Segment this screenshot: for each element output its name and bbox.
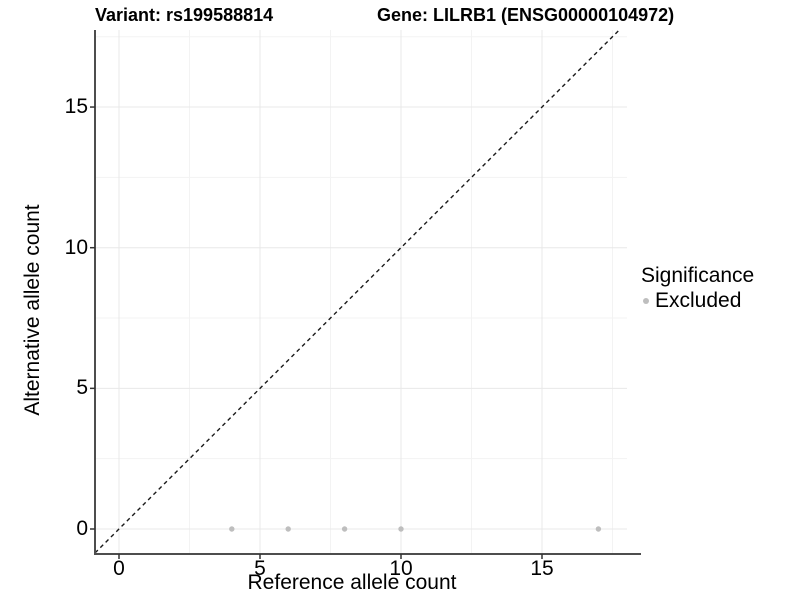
x-tick-label: 0 <box>113 557 125 580</box>
data-point <box>341 526 348 532</box>
data-point <box>595 526 602 532</box>
y-tick-label: 0 <box>76 517 88 540</box>
legend-item-label: Excluded <box>655 289 742 312</box>
identity-dashed-line <box>94 29 620 554</box>
gene-title: Gene: LILRB1 (ENSG00000104972) <box>377 5 675 25</box>
legend-title: Significance <box>641 264 755 287</box>
x-tick-label: 5 <box>254 557 266 580</box>
x-tick-label: 10 <box>389 557 413 580</box>
y-tick-label: 15 <box>64 95 88 119</box>
y-tick-label: 5 <box>76 376 88 400</box>
legend-item-excluded: Excluded <box>641 289 754 313</box>
data-point <box>398 526 404 532</box>
x-tick-label: 15 <box>530 557 554 580</box>
legend: Significance Excluded <box>641 264 754 313</box>
data-point <box>285 526 291 532</box>
variant-title: Variant: rs199588814 <box>95 5 274 25</box>
y-tick-label: 10 <box>64 235 88 259</box>
x-axis-title: Reference allele count <box>247 571 457 594</box>
data-point <box>229 526 235 532</box>
excluded-point-icon <box>643 298 649 304</box>
